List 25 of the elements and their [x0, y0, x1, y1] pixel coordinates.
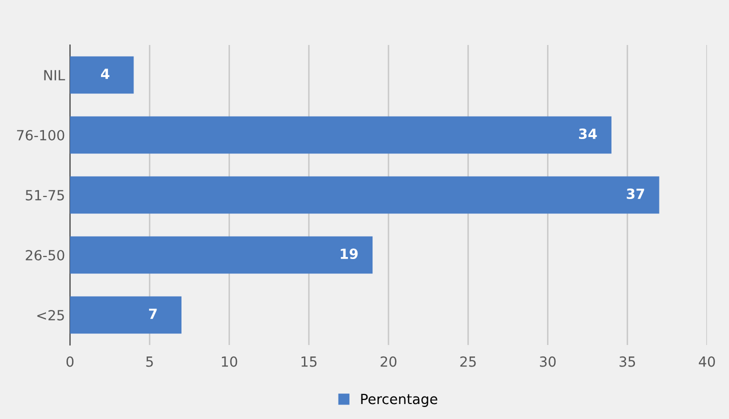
bar — [70, 176, 660, 214]
x-tick-label: 30 — [540, 356, 556, 367]
bar — [70, 236, 373, 274]
x-tick-label: 15 — [302, 356, 316, 367]
y-tick-label: NIL — [44, 70, 66, 80]
x-tick-label: 10 — [222, 356, 238, 367]
data-label: 19 — [340, 248, 358, 260]
y-tick-label: 26-50 — [26, 250, 64, 260]
y-tick-label: 51-75 — [26, 190, 64, 200]
bar — [70, 56, 134, 94]
data-label: 4 — [100, 68, 110, 79]
x-tick-label: 5 — [146, 356, 153, 367]
data-label: 34 — [579, 128, 597, 140]
y-tick-label: 76-100 — [17, 130, 64, 140]
bar — [70, 296, 182, 334]
x-tick-label: 20 — [380, 356, 396, 367]
x-tick-label: 0 — [66, 356, 74, 367]
x-tick-label: 40 — [698, 356, 715, 367]
data-label: 7 — [149, 308, 157, 319]
y-tick-label: <25 — [37, 310, 64, 320]
x-tick-label: 35 — [620, 356, 635, 367]
x-tick-label: 25 — [460, 356, 476, 367]
legend-label: Percentage — [361, 394, 438, 407]
bar — [70, 116, 612, 154]
data-label: 37 — [626, 188, 644, 200]
